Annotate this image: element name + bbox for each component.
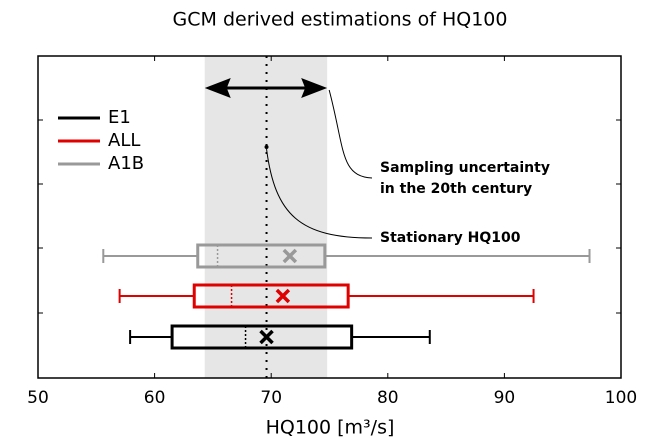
mean-marker bbox=[282, 248, 298, 264]
annotation: Sampling uncertainty bbox=[380, 160, 550, 176]
box bbox=[192, 283, 350, 309]
mean-marker bbox=[275, 288, 291, 304]
legend-label: A1B bbox=[108, 153, 144, 174]
box bbox=[196, 243, 327, 269]
x-tick-label: 50 bbox=[27, 388, 49, 408]
x-tick-label: 60 bbox=[144, 388, 166, 408]
mean-marker bbox=[259, 329, 274, 345]
x-tick-label: 80 bbox=[377, 388, 399, 408]
legend-label: ALL bbox=[108, 130, 140, 151]
legend-label: E1 bbox=[108, 107, 131, 128]
chart-title: GCM derived estimations of HQ100 bbox=[173, 9, 508, 31]
stationary-point bbox=[264, 145, 269, 149]
annotation-line bbox=[266, 148, 373, 239]
x-tick-label: 100 bbox=[605, 388, 637, 408]
arrow-head bbox=[301, 78, 328, 98]
annotation: Stationary HQ100 bbox=[380, 230, 521, 246]
box bbox=[170, 324, 354, 350]
plot-frame bbox=[37, 55, 622, 379]
arrow-head bbox=[204, 78, 231, 98]
annotation: in the 20th century bbox=[380, 181, 532, 197]
x-axis-label: HQ100 [m³/s] bbox=[266, 417, 395, 439]
x-tick-label: 90 bbox=[494, 388, 516, 408]
annotation-line bbox=[328, 89, 373, 179]
x-tick-label: 70 bbox=[260, 388, 282, 408]
